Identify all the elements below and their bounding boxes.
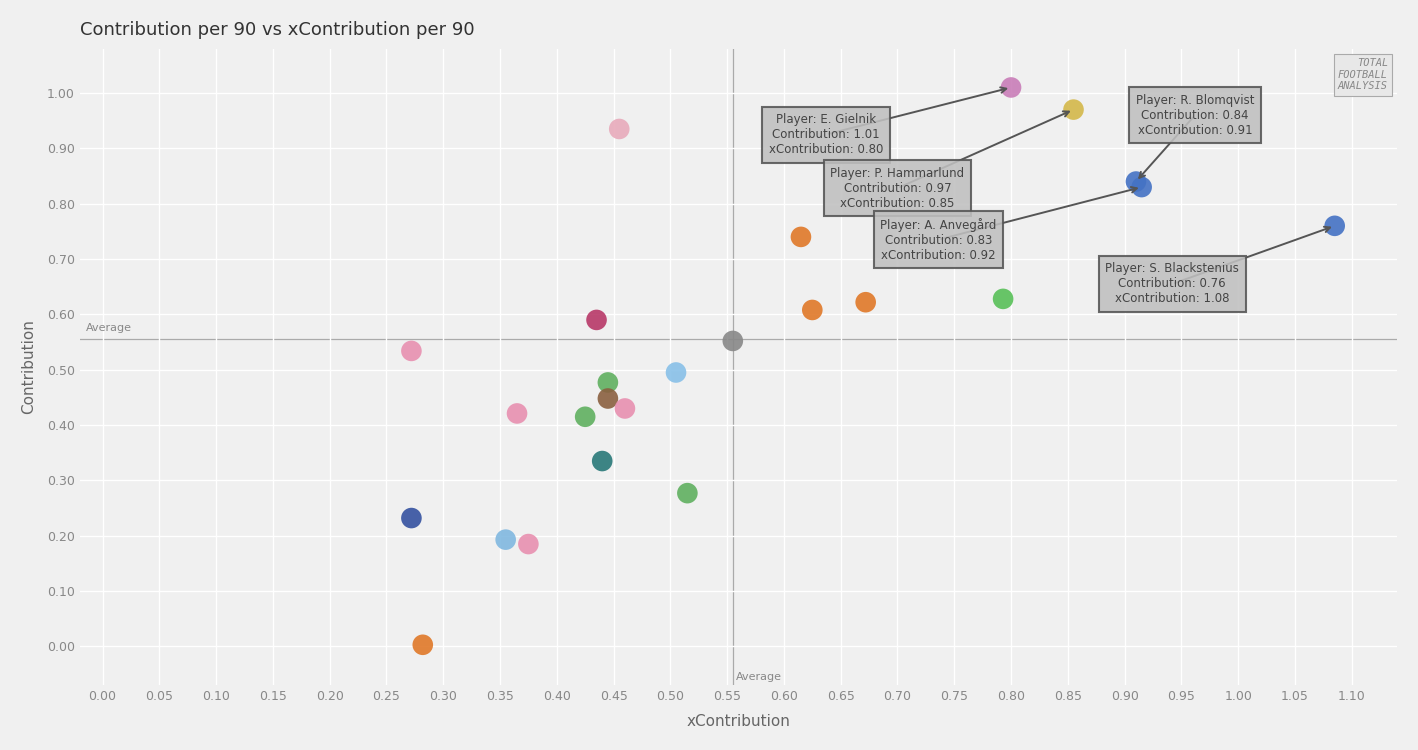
Point xyxy=(1130,181,1153,193)
Point xyxy=(991,293,1014,305)
Point xyxy=(597,376,620,388)
Y-axis label: Contribution: Contribution xyxy=(21,320,35,415)
Point xyxy=(801,304,824,316)
Point xyxy=(411,639,434,651)
Point xyxy=(1323,220,1346,232)
Point xyxy=(400,512,423,524)
Point xyxy=(676,488,699,500)
Text: Player: A. Anvegård
Contribution: 0.83
xContribution: 0.92: Player: A. Anvegård Contribution: 0.83 x… xyxy=(881,217,997,262)
Text: Player: R. Blomqvist
Contribution: 0.84
xContribution: 0.91: Player: R. Blomqvist Contribution: 0.84 … xyxy=(1136,94,1255,136)
Point xyxy=(1000,82,1022,94)
Point xyxy=(586,314,608,326)
Point xyxy=(854,296,876,308)
Point xyxy=(495,534,518,546)
Point xyxy=(597,392,620,404)
Point xyxy=(614,403,637,415)
Text: Average: Average xyxy=(85,322,132,333)
Point xyxy=(608,123,631,135)
Point xyxy=(591,455,614,467)
Text: Player: P. Hammarlund
Contribution: 0.97
xContribution: 0.85: Player: P. Hammarlund Contribution: 0.97… xyxy=(831,166,964,210)
Point xyxy=(790,231,813,243)
Point xyxy=(400,345,423,357)
X-axis label: xContribution: xContribution xyxy=(686,714,790,729)
Point xyxy=(665,367,688,379)
Text: Contribution per 90 vs xContribution per 90: Contribution per 90 vs xContribution per… xyxy=(79,21,475,39)
Point xyxy=(506,407,529,419)
Point xyxy=(574,411,597,423)
Point xyxy=(518,538,540,550)
Point xyxy=(1124,176,1147,188)
Point xyxy=(722,335,744,347)
Text: TOTAL
FOOTBALL
ANALYSIS: TOTAL FOOTBALL ANALYSIS xyxy=(1339,58,1388,92)
Text: Average: Average xyxy=(736,673,783,682)
Text: Player: E. Gielnik
Contribution: 1.01
xContribution: 0.80: Player: E. Gielnik Contribution: 1.01 xC… xyxy=(769,113,883,156)
Point xyxy=(1062,104,1085,116)
Text: Player: S. Blackstenius
Contribution: 0.76
xContribution: 1.08: Player: S. Blackstenius Contribution: 0.… xyxy=(1106,262,1239,305)
